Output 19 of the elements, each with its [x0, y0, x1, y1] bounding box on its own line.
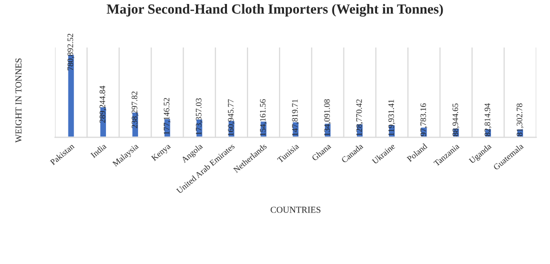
chart-title: Major Second-Hand Cloth Importers (Weight in Tonnes): [106, 4, 443, 17]
data-label: 289,244.84: [100, 86, 106, 123]
data-label: 173,357.03: [196, 98, 203, 135]
data-label: 82,814.94: [484, 103, 492, 136]
data-label: 780,892.52: [68, 34, 74, 70]
data-label: 128,770.42: [356, 99, 364, 136]
data-label: 160,945.77: [228, 99, 235, 136]
data-label: 238,297.82: [132, 92, 138, 128]
data-label: 147,819.71: [292, 99, 299, 136]
data-label: 177,146.52: [164, 98, 171, 134]
data-label: 134,091.08: [324, 99, 331, 136]
y-axis-title: WEIGHT IN TONNES: [15, 58, 22, 143]
data-label: 154,161.56: [260, 99, 267, 136]
data-label: 88,944.65: [452, 103, 460, 136]
data-label: 97,783.16: [420, 103, 428, 136]
data-label: 119,931.41: [388, 100, 396, 136]
x-tick-label: India: [90, 142, 107, 158]
x-axis-title: COUNTRIES: [270, 206, 320, 213]
data-label: 81,302.78: [516, 103, 524, 136]
